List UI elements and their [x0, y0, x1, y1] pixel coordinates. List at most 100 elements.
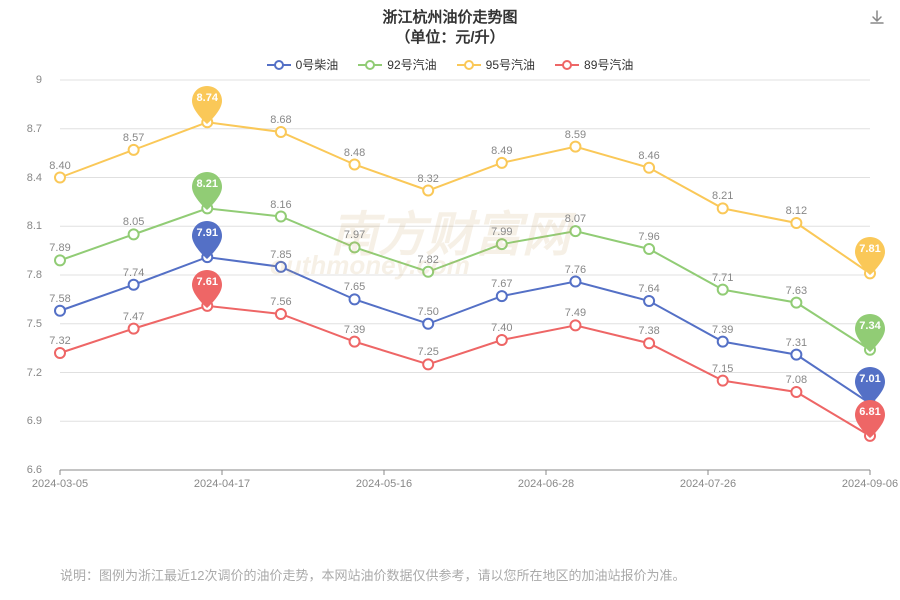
value-pin: 7.91	[189, 219, 225, 261]
data-label: 7.65	[344, 281, 365, 293]
data-point[interactable]	[718, 337, 728, 347]
data-point[interactable]	[718, 376, 728, 386]
y-axis-tick-label: 8.1	[2, 220, 42, 232]
data-label: 7.58	[49, 293, 70, 305]
data-label: 7.82	[417, 254, 438, 266]
pin-label: 7.61	[189, 276, 225, 288]
series-line	[60, 257, 870, 403]
pin-label: 8.21	[189, 178, 225, 190]
data-point[interactable]	[55, 255, 65, 265]
data-point[interactable]	[55, 306, 65, 316]
data-label: 8.46	[638, 150, 659, 162]
data-point[interactable]	[791, 387, 801, 397]
data-label: 7.96	[638, 231, 659, 243]
data-label: 7.64	[638, 283, 659, 295]
data-point[interactable]	[129, 145, 139, 155]
data-point[interactable]	[497, 158, 507, 168]
data-label: 8.49	[491, 145, 512, 157]
value-pin: 7.81	[852, 235, 888, 277]
y-axis-tick-label: 8.4	[2, 172, 42, 184]
data-point[interactable]	[350, 294, 360, 304]
data-point[interactable]	[276, 127, 286, 137]
data-point[interactable]	[644, 338, 654, 348]
chart-svg	[50, 75, 880, 505]
data-label: 8.16	[270, 199, 291, 211]
y-axis-tick-label: 9	[2, 74, 42, 86]
data-point[interactable]	[718, 203, 728, 213]
data-point[interactable]	[497, 291, 507, 301]
download-icon[interactable]	[869, 10, 885, 31]
data-point[interactable]	[350, 337, 360, 347]
data-point[interactable]	[791, 298, 801, 308]
data-point[interactable]	[791, 218, 801, 228]
series-line	[60, 208, 870, 349]
data-point[interactable]	[129, 324, 139, 334]
data-label: 7.39	[344, 324, 365, 336]
data-point[interactable]	[129, 229, 139, 239]
legend-item[interactable]: 89号汽油	[555, 56, 633, 73]
data-label: 8.21	[712, 190, 733, 202]
y-axis-tick-label: 6.6	[2, 464, 42, 476]
data-point[interactable]	[350, 160, 360, 170]
data-point[interactable]	[570, 142, 580, 152]
chart-container: 浙江杭州油价走势图 （单位：元/升） 0号柴油 92号汽油 95号汽油 89号汽油 南…	[0, 0, 900, 600]
legend-label: 89号汽油	[584, 56, 633, 73]
data-label: 7.97	[344, 229, 365, 241]
data-point[interactable]	[497, 335, 507, 345]
legend-label: 92号汽油	[387, 56, 436, 73]
data-point[interactable]	[497, 239, 507, 249]
data-point[interactable]	[423, 267, 433, 277]
y-axis-tick-label: 7.2	[2, 367, 42, 379]
data-label: 7.39	[712, 324, 733, 336]
pin-label: 6.81	[852, 406, 888, 418]
chart-title: 浙江杭州油价走势图 （单位：元/升）	[0, 8, 900, 47]
value-pin: 6.81	[852, 398, 888, 440]
x-axis-tick-label: 2024-06-28	[518, 478, 574, 490]
data-point[interactable]	[276, 212, 286, 222]
x-axis-tick-label: 2024-09-06	[842, 478, 898, 490]
data-point[interactable]	[129, 280, 139, 290]
data-point[interactable]	[55, 348, 65, 358]
legend-item[interactable]: 92号汽油	[358, 56, 436, 73]
value-pin: 8.74	[189, 84, 225, 126]
data-label: 8.57	[123, 132, 144, 144]
data-label: 7.71	[712, 272, 733, 284]
data-point[interactable]	[644, 244, 654, 254]
title-line-2: （单位：元/升）	[0, 28, 900, 48]
data-point[interactable]	[276, 309, 286, 319]
value-pin: 7.34	[852, 312, 888, 354]
data-point[interactable]	[570, 226, 580, 236]
x-axis-tick-label: 2024-07-26	[680, 478, 736, 490]
data-label: 8.07	[565, 213, 586, 225]
data-point[interactable]	[423, 319, 433, 329]
legend-marker	[267, 60, 291, 70]
data-point[interactable]	[423, 359, 433, 369]
legend-label: 0号柴油	[296, 56, 339, 73]
data-point[interactable]	[423, 186, 433, 196]
data-label: 8.48	[344, 147, 365, 159]
pin-label: 7.91	[189, 227, 225, 239]
data-label: 8.59	[565, 129, 586, 141]
data-label: 7.49	[565, 307, 586, 319]
data-point[interactable]	[791, 350, 801, 360]
data-label: 7.89	[49, 242, 70, 254]
data-label: 7.25	[417, 346, 438, 358]
legend-marker	[358, 60, 382, 70]
data-point[interactable]	[570, 277, 580, 287]
data-label: 8.12	[786, 205, 807, 217]
series-line	[60, 306, 870, 436]
plot-area: 南方财富网 outhmoney.com 6.66.97.27.57.88.18.…	[50, 75, 880, 505]
data-point[interactable]	[644, 163, 654, 173]
legend-item[interactable]: 0号柴油	[267, 56, 339, 73]
data-label: 8.05	[123, 216, 144, 228]
data-point[interactable]	[55, 173, 65, 183]
data-point[interactable]	[276, 262, 286, 272]
legend-item[interactable]: 95号汽油	[457, 56, 535, 73]
value-pin: 8.21	[189, 170, 225, 212]
data-label: 7.08	[786, 374, 807, 386]
data-point[interactable]	[570, 320, 580, 330]
title-line-1: 浙江杭州油价走势图	[0, 8, 900, 28]
data-point[interactable]	[350, 242, 360, 252]
data-point[interactable]	[718, 285, 728, 295]
data-point[interactable]	[644, 296, 654, 306]
